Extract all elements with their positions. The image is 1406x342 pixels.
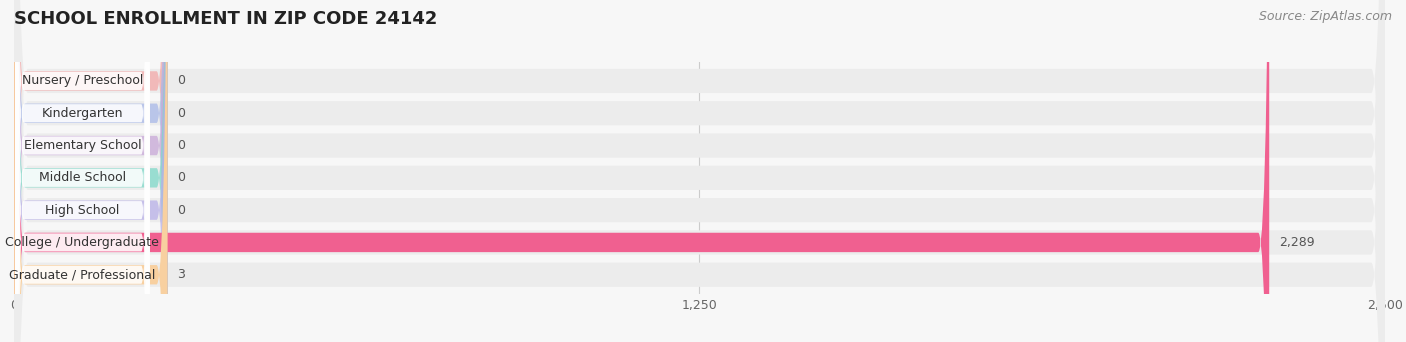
FancyBboxPatch shape xyxy=(14,0,167,342)
FancyBboxPatch shape xyxy=(14,0,1270,342)
FancyBboxPatch shape xyxy=(14,0,167,342)
Text: 0: 0 xyxy=(177,203,186,216)
Text: College / Undergraduate: College / Undergraduate xyxy=(6,236,159,249)
FancyBboxPatch shape xyxy=(15,0,149,342)
Text: Elementary School: Elementary School xyxy=(24,139,141,152)
Text: 3: 3 xyxy=(177,268,186,281)
FancyBboxPatch shape xyxy=(15,0,149,342)
Text: Middle School: Middle School xyxy=(39,171,127,184)
FancyBboxPatch shape xyxy=(14,0,167,342)
FancyBboxPatch shape xyxy=(14,0,1385,342)
Text: Source: ZipAtlas.com: Source: ZipAtlas.com xyxy=(1258,10,1392,23)
Text: High School: High School xyxy=(45,203,120,216)
FancyBboxPatch shape xyxy=(15,0,149,342)
FancyBboxPatch shape xyxy=(14,0,1385,342)
FancyBboxPatch shape xyxy=(14,0,1385,342)
FancyBboxPatch shape xyxy=(14,0,1385,342)
FancyBboxPatch shape xyxy=(15,0,149,342)
FancyBboxPatch shape xyxy=(14,0,167,342)
Text: 0: 0 xyxy=(177,75,186,88)
Text: SCHOOL ENROLLMENT IN ZIP CODE 24142: SCHOOL ENROLLMENT IN ZIP CODE 24142 xyxy=(14,10,437,28)
Text: Kindergarten: Kindergarten xyxy=(42,107,124,120)
Text: Graduate / Professional: Graduate / Professional xyxy=(10,268,156,281)
Text: Nursery / Preschool: Nursery / Preschool xyxy=(21,75,143,88)
Text: 0: 0 xyxy=(177,107,186,120)
Text: 0: 0 xyxy=(177,171,186,184)
FancyBboxPatch shape xyxy=(15,0,149,342)
FancyBboxPatch shape xyxy=(15,0,149,342)
Text: 0: 0 xyxy=(177,139,186,152)
FancyBboxPatch shape xyxy=(14,0,1385,342)
FancyBboxPatch shape xyxy=(14,0,167,342)
FancyBboxPatch shape xyxy=(14,0,1385,342)
FancyBboxPatch shape xyxy=(15,0,149,342)
FancyBboxPatch shape xyxy=(14,0,1385,342)
FancyBboxPatch shape xyxy=(14,0,167,342)
Text: 2,289: 2,289 xyxy=(1279,236,1315,249)
